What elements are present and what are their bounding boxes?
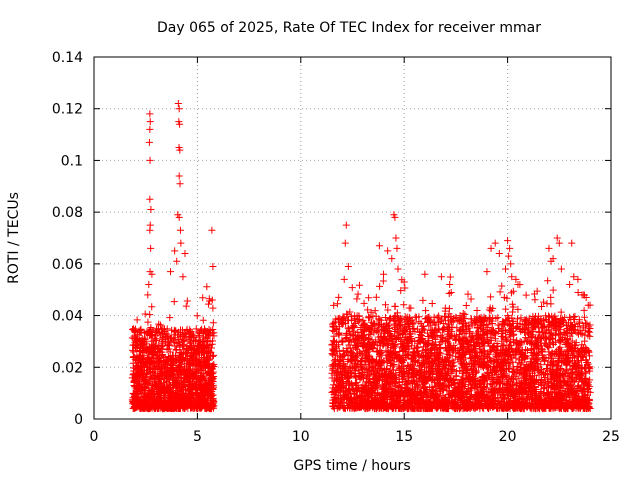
roti-point	[135, 396, 143, 404]
roti-point	[156, 321, 164, 329]
roti-point	[138, 367, 146, 375]
roti-point	[365, 294, 373, 302]
roti-point	[376, 282, 384, 290]
roti-point	[191, 350, 199, 358]
roti-point	[164, 385, 172, 393]
roti-point	[509, 287, 517, 295]
roti-point	[209, 319, 217, 327]
roti-point	[209, 352, 217, 360]
roti-point	[557, 308, 565, 316]
roti-point	[531, 296, 539, 304]
roti-point	[419, 296, 427, 304]
roti-point	[199, 294, 207, 302]
roti-point	[165, 345, 173, 353]
roti-point	[180, 386, 188, 394]
roti-point	[187, 339, 195, 347]
roti-point	[133, 316, 141, 324]
data-points	[128, 100, 594, 413]
roti-point	[192, 336, 200, 344]
roti-point	[498, 282, 506, 290]
roti-point	[210, 351, 218, 359]
roti-point	[522, 291, 530, 299]
roti-point	[494, 321, 502, 329]
roti-point	[407, 304, 415, 312]
roti-point	[330, 301, 338, 309]
roti-point	[162, 363, 170, 371]
roti-point	[507, 289, 515, 297]
roti-point	[203, 283, 211, 291]
roti-point	[189, 391, 197, 399]
roti-point	[206, 348, 214, 356]
roti-point	[487, 293, 495, 301]
roti-point	[148, 349, 156, 357]
roti-point	[199, 345, 207, 353]
roti-point	[158, 345, 166, 353]
roti-point	[182, 302, 190, 310]
roti-point	[400, 301, 408, 309]
roti-point	[186, 326, 194, 334]
roti-point	[462, 301, 470, 309]
roti-point	[209, 377, 217, 385]
roti-point	[410, 324, 418, 332]
roti-point	[467, 295, 475, 303]
roti-point	[496, 288, 504, 296]
roti-point	[134, 365, 142, 373]
roti-point	[188, 330, 196, 338]
roti-point	[494, 314, 502, 322]
roti-point	[502, 305, 510, 313]
roti-point	[174, 382, 182, 390]
roti-point	[199, 316, 207, 324]
roti-point	[366, 314, 374, 322]
roti-point	[148, 303, 156, 311]
roti-point	[206, 331, 214, 339]
roti-point	[200, 325, 208, 333]
chart-title: Day 065 of 2025, Rate Of TEC Index for r…	[157, 20, 541, 36]
roti-point	[141, 310, 149, 318]
roti-point	[171, 342, 179, 350]
roti-point	[360, 299, 368, 307]
roti-point	[210, 373, 218, 381]
roti-point	[372, 293, 380, 301]
roti-point	[549, 286, 557, 294]
roti-point	[180, 336, 188, 344]
roti-point	[170, 298, 178, 306]
roti-point	[209, 385, 217, 393]
roti-point	[176, 387, 184, 395]
roti-point	[330, 361, 338, 369]
roti-point	[166, 314, 174, 322]
roti-point	[200, 397, 208, 405]
roti-point	[181, 350, 189, 358]
roti-point	[204, 377, 212, 385]
roti-point	[169, 336, 177, 344]
roti-point	[183, 297, 191, 305]
roti-point	[172, 346, 180, 354]
roti-point	[333, 300, 341, 308]
roti-point	[146, 311, 154, 319]
roti-point	[209, 304, 217, 312]
roti-point	[144, 318, 152, 326]
roti-point	[329, 337, 337, 345]
roti-point	[198, 351, 206, 359]
roti-point	[428, 299, 436, 307]
roti-point	[163, 346, 171, 354]
roti-point	[163, 330, 171, 338]
roti-point	[203, 381, 211, 389]
roti-point	[136, 347, 144, 355]
roti-point	[143, 327, 151, 335]
roti-point	[136, 381, 144, 389]
roti-point	[192, 368, 200, 376]
roti-point	[446, 273, 454, 281]
roti-point	[379, 277, 387, 285]
roti-point	[170, 331, 178, 339]
roti-point	[348, 284, 356, 292]
roti-point	[335, 293, 343, 301]
roti-point	[204, 300, 212, 308]
roti-point	[185, 329, 193, 337]
roti-point	[544, 277, 552, 285]
roti-point	[193, 312, 201, 320]
